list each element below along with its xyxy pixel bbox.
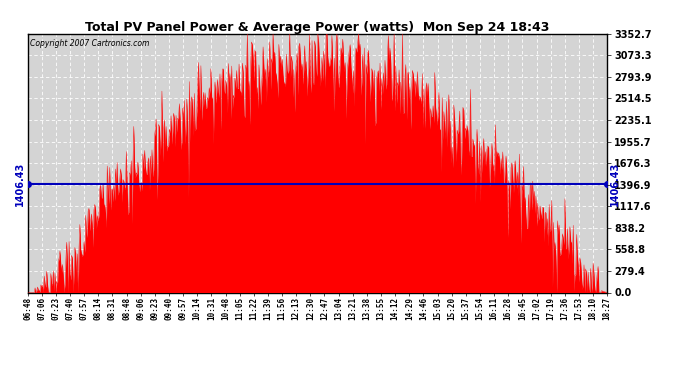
Title: Total PV Panel Power & Average Power (watts)  Mon Sep 24 18:43: Total PV Panel Power & Average Power (wa… — [85, 21, 550, 34]
Text: 1406.43: 1406.43 — [610, 162, 620, 206]
Text: 1406.43: 1406.43 — [14, 162, 25, 206]
Text: Copyright 2007 Cartronics.com: Copyright 2007 Cartronics.com — [30, 39, 150, 48]
